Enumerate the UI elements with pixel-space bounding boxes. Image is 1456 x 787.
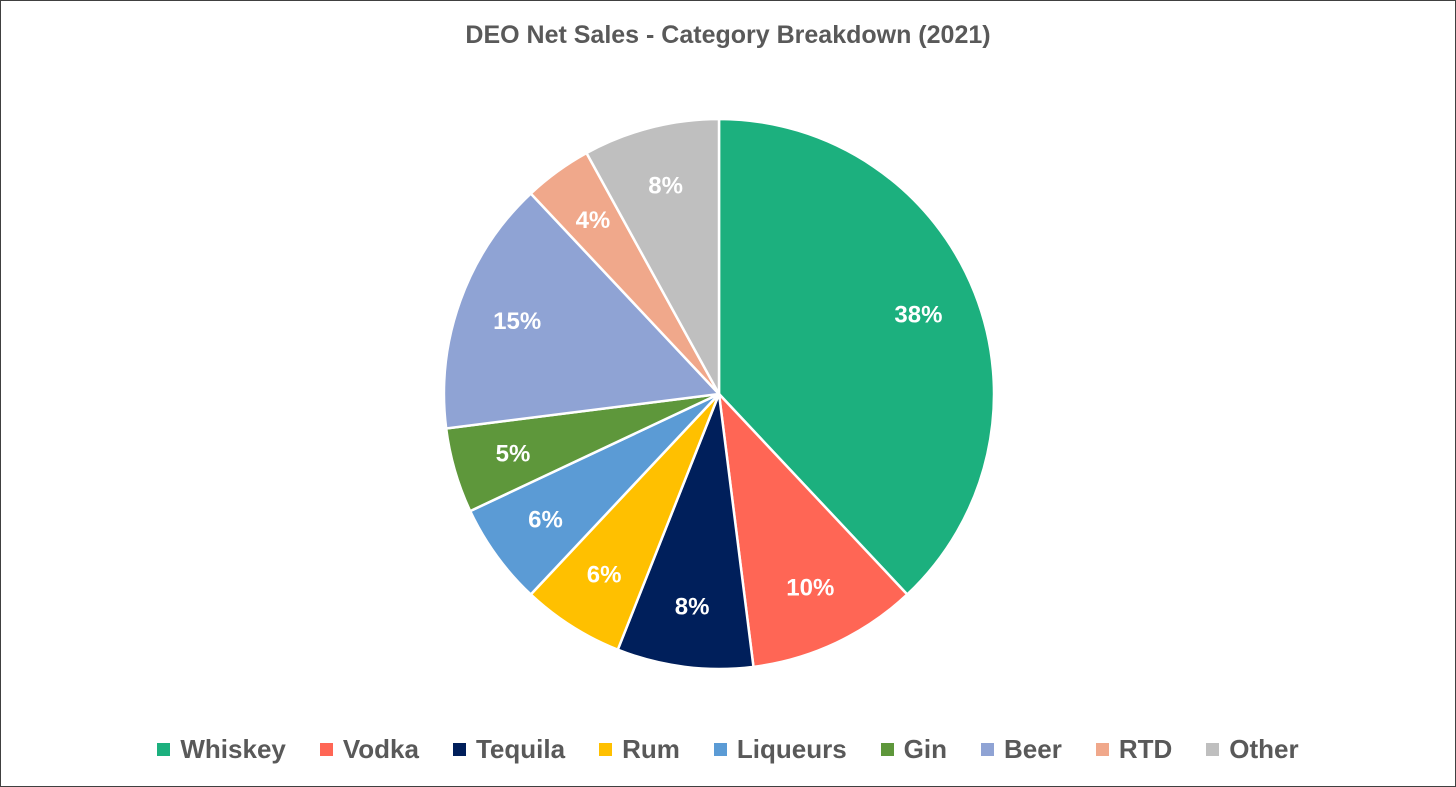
legend-swatch-icon xyxy=(319,743,333,756)
data-label-tequila: 8% xyxy=(675,593,710,620)
legend-item-other: Other xyxy=(1206,734,1299,765)
legend-swatch-icon xyxy=(880,743,894,756)
data-label-gin: 5% xyxy=(496,440,531,467)
legend-label: Vodka xyxy=(342,734,419,764)
legend-label: Whiskey xyxy=(180,734,286,764)
legend-swatch-icon xyxy=(1095,743,1109,756)
legend-swatch-icon xyxy=(599,743,613,756)
pie-slice-tequila xyxy=(616,393,755,671)
data-label-vodka: 10% xyxy=(786,575,834,602)
legend-swatch-icon xyxy=(713,743,727,756)
legend-label: RTD xyxy=(1118,734,1173,764)
chart-legend: Whiskey Vodka Tequila Rum Liqueurs Gin Beer RTD… xyxy=(1,734,1455,765)
pie-slice-vodka xyxy=(717,390,910,669)
legend-label: Rum xyxy=(622,734,680,764)
legend-swatch-icon xyxy=(981,743,994,756)
legend-item-vodka: Vodka xyxy=(319,734,419,765)
legend-label: Liqueurs xyxy=(736,734,847,764)
legend-swatch-icon xyxy=(157,743,171,756)
legend-item-tequila: Tequila xyxy=(452,734,566,765)
pie-slice-other xyxy=(584,117,721,395)
legend-swatch-icon xyxy=(1206,743,1220,756)
data-label-rum: 6% xyxy=(587,562,622,589)
legend-item-rum: Rum xyxy=(599,734,680,765)
data-label-beer: 15% xyxy=(493,308,541,335)
legend-item-beer: Beer xyxy=(981,734,1062,765)
legend-label: Tequila xyxy=(475,734,566,764)
legend-item-gin: Gin xyxy=(880,734,947,765)
legend-item-liqueurs: Liqueurs xyxy=(713,734,847,765)
legend-label: Other xyxy=(1229,734,1299,764)
data-label-rtd: 4% xyxy=(576,207,611,234)
data-label-other: 8% xyxy=(648,173,683,200)
legend-swatch-icon xyxy=(452,743,466,756)
legend-label: Beer xyxy=(1004,734,1062,764)
legend-label: Gin xyxy=(903,734,947,764)
data-label-liqueurs: 6% xyxy=(528,507,563,534)
legend-item-whiskey: Whiskey xyxy=(157,734,286,765)
data-label-whiskey: 38% xyxy=(894,302,942,329)
pie-slice-beer xyxy=(442,191,722,430)
pie-slice-whiskey xyxy=(717,117,996,597)
legend-item-rtd: RTD xyxy=(1095,734,1173,765)
chart-title: DEO Net Sales - Category Breakdown (2021… xyxy=(465,21,991,49)
